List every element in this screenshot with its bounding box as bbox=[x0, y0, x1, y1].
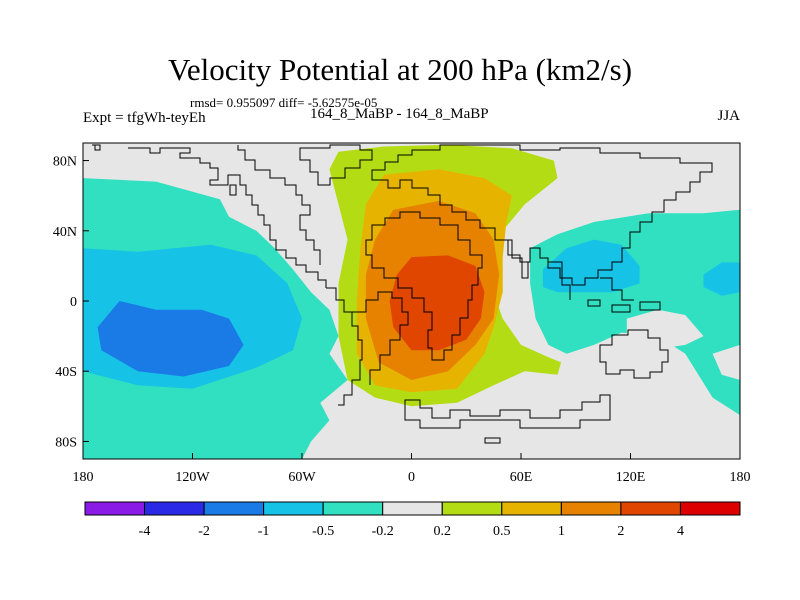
coastline-africa bbox=[365, 211, 483, 361]
x-tick-label: 60E bbox=[510, 470, 533, 485]
colorbar-box bbox=[203, 501, 265, 516]
x-tick-label: 0 bbox=[408, 470, 415, 485]
y-tick-label: 40N bbox=[53, 225, 77, 240]
y-tick-label: 80N bbox=[53, 155, 77, 170]
contour-indian-neg-0.5 bbox=[542, 239, 640, 293]
colorbar-box bbox=[680, 501, 741, 516]
colorbar-label: -1 bbox=[258, 524, 270, 539]
coastline-eurasia bbox=[371, 144, 713, 286]
coastline-south-america bbox=[326, 287, 409, 406]
coastline-antarctica bbox=[404, 394, 611, 444]
season-label: JJA bbox=[717, 108, 740, 124]
x-tick-label: 120E bbox=[616, 470, 646, 485]
y-tick-label: 40S bbox=[55, 365, 77, 380]
contour-southeast-pacific-neutral bbox=[712, 344, 740, 380]
colorbar-label: -0.2 bbox=[372, 524, 394, 539]
colorbar-box bbox=[263, 501, 324, 516]
colorbar-label: 1 bbox=[558, 524, 565, 539]
experiment-label: Expt = tfgWh-teyEh bbox=[83, 110, 206, 126]
colorbar-box bbox=[441, 501, 503, 516]
x-tick-label: 180 bbox=[73, 470, 94, 485]
x-tick-label: 120W bbox=[175, 470, 210, 485]
y-tick-label: 80S bbox=[55, 435, 77, 450]
contour-africa-pos-2 bbox=[389, 255, 485, 351]
colorbar-label: 4 bbox=[677, 524, 684, 539]
coastline-maritime-continent bbox=[587, 299, 661, 313]
rmsd-diff-stats: rmsd= 0.955097 diff= -5.62575e-05 bbox=[190, 95, 378, 110]
coastline-north-america bbox=[92, 144, 327, 288]
coastline-greenland bbox=[299, 144, 373, 186]
colorbar-label: 2 bbox=[617, 524, 624, 539]
colorbar-label: 0.5 bbox=[493, 524, 511, 539]
colorbar-label: 0.2 bbox=[434, 524, 452, 539]
contour-south-indian-neutral bbox=[626, 309, 704, 351]
colorbar-label: -2 bbox=[198, 524, 210, 539]
colorbar-label: -4 bbox=[139, 524, 151, 539]
contour-pacific-neg-core bbox=[97, 301, 244, 377]
colorbar-box bbox=[144, 501, 205, 516]
coastline-india-asia bbox=[500, 239, 634, 301]
y-tick-label: 0 bbox=[70, 295, 77, 310]
x-tick-label: 180 bbox=[730, 470, 751, 485]
run-comparison-subtitle: 164_8_MaBP - 164_8_MaBP bbox=[310, 106, 489, 122]
coastline-australia bbox=[599, 329, 669, 379]
colorbar-label: -0.5 bbox=[312, 524, 334, 539]
x-tick-label: 60W bbox=[288, 470, 316, 485]
colorbar-box bbox=[84, 501, 145, 516]
colorbar-box bbox=[501, 501, 562, 516]
contour-dateline-neg-0.5 bbox=[703, 262, 740, 296]
colorbar-box bbox=[620, 501, 681, 516]
coastline-north-america-east bbox=[229, 145, 321, 265]
colorbar-box bbox=[382, 501, 443, 516]
colorbar-box bbox=[322, 501, 384, 516]
colorbar-box bbox=[560, 501, 622, 516]
plot-title: Velocity Potential at 200 hPa (km2/s) bbox=[167, 52, 633, 87]
